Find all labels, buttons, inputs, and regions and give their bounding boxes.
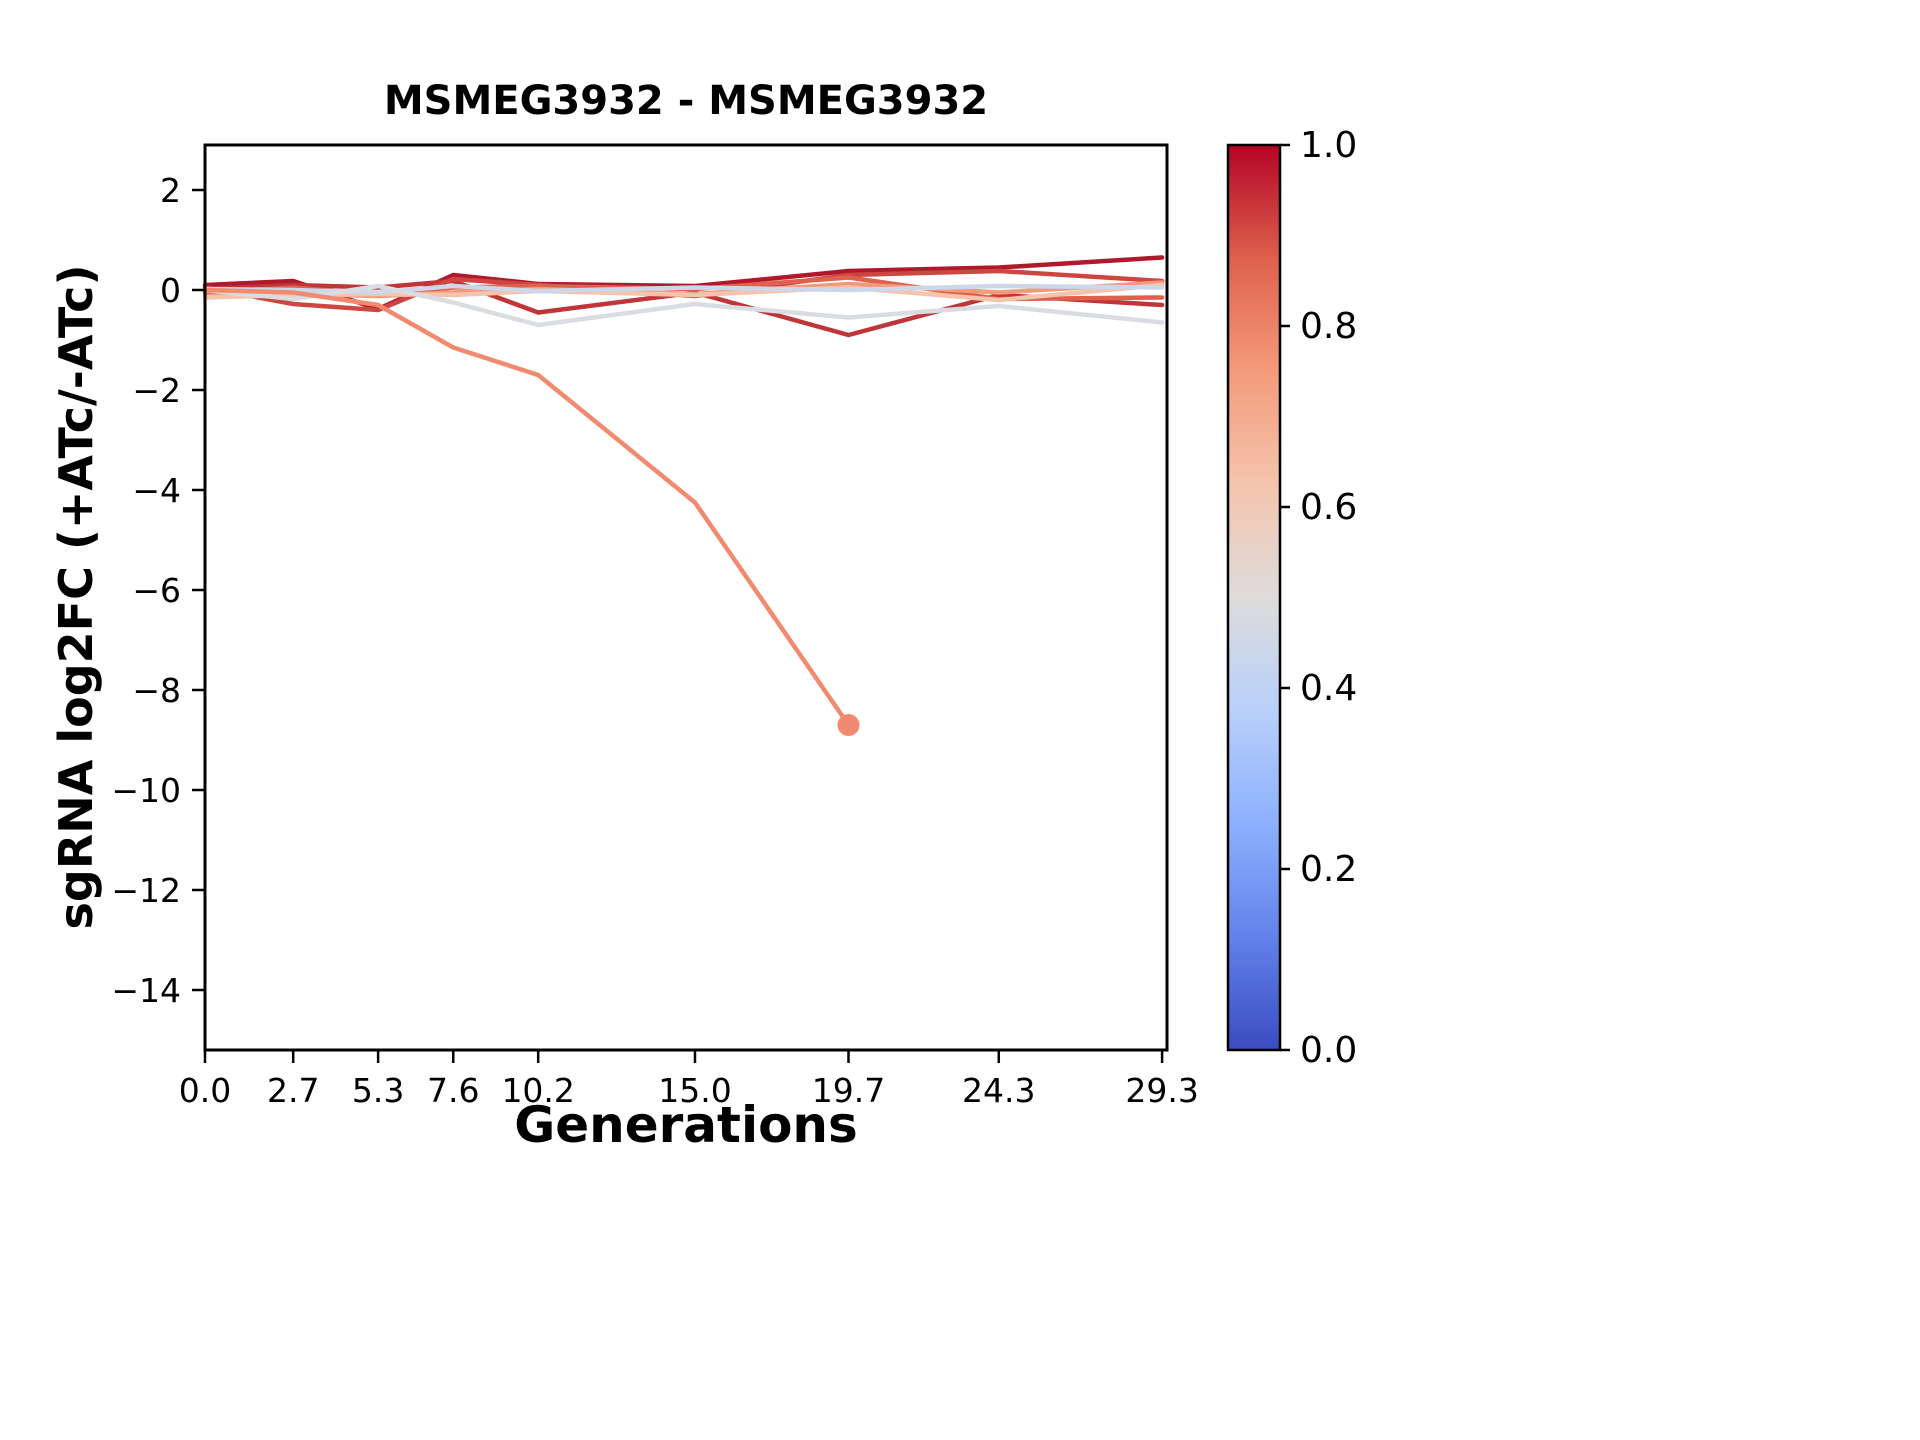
series-line-sgrna-depleted	[202, 287, 851, 728]
y-tick-label: −2	[132, 371, 181, 410]
y-tick-label: −4	[132, 471, 181, 510]
x-axis-label: Generations	[514, 1096, 858, 1154]
colorbar-gradient	[1228, 145, 1280, 1050]
y-tick-label: 0	[160, 271, 181, 310]
y-tick-label: −12	[111, 871, 181, 910]
x-axis: 0.0 2.7 5.3 7.6 10.2 15.0 19.7 24.3 29.3	[179, 1050, 1199, 1110]
y-tick-label: −8	[132, 671, 181, 710]
chart-title: MSMEG3932 - MSMEG3932	[383, 78, 989, 124]
y-tick-label: 2	[160, 171, 181, 210]
colorbar-tick-label: 0.0	[1300, 1030, 1357, 1071]
y-tick-label: −14	[111, 971, 181, 1010]
colorbar-tick-label: 0.2	[1300, 849, 1357, 890]
x-tick-label: 29.3	[1125, 1071, 1198, 1110]
colorbar-border	[1226, 143, 1282, 1052]
y-axis: 2 0 −2 −4 −6 −8 −10 −12 −14	[111, 171, 205, 1010]
x-tick-label: 10.2	[501, 1071, 574, 1110]
colorbar-tick-label: 0.6	[1300, 487, 1357, 528]
series-lines	[202, 255, 1165, 736]
colorbar-tick-label: 1.0	[1300, 125, 1357, 166]
x-tick-label: 15.0	[658, 1071, 731, 1110]
colorbar: 0.0 0.2 0.4 0.6 0.8 1.0	[1226, 125, 1357, 1071]
x-tick-label: 19.7	[812, 1071, 885, 1110]
y-tick-label: −6	[132, 571, 181, 610]
colorbar-tick-label: 0.4	[1300, 668, 1357, 709]
y-tick-label: −10	[111, 771, 181, 810]
x-tick-label: 5.3	[352, 1071, 404, 1110]
series-line-sgrna-pale-blue-7	[202, 283, 1165, 295]
x-tick-label: 0.0	[179, 1071, 231, 1110]
colorbar-tick-label: 0.8	[1300, 306, 1357, 347]
x-tick-label: 24.3	[962, 1071, 1035, 1110]
plot-border	[203, 143, 1169, 1052]
x-tick-label: 7.6	[427, 1071, 479, 1110]
end-marker-sgrna-depleted	[837, 714, 860, 736]
x-tick-label: 2.7	[267, 1071, 319, 1110]
